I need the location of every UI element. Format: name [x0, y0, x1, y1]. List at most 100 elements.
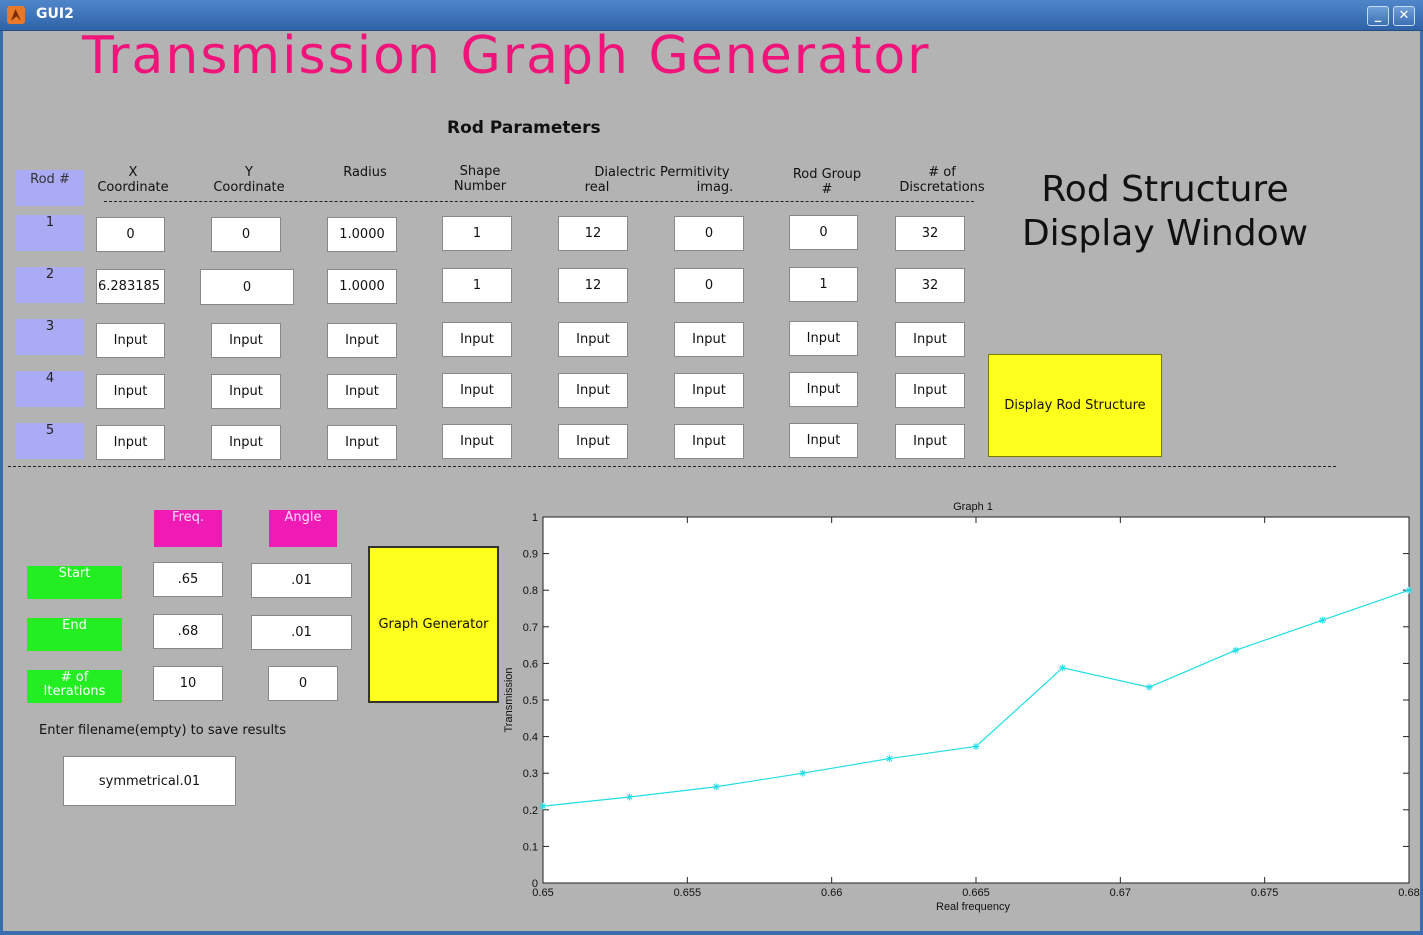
minimize-button[interactable]: _ — [1367, 6, 1389, 26]
group-header-line2: # — [821, 182, 833, 197]
window-frame — [0, 31, 1423, 935]
filename-input[interactable]: symmetrical.01 — [63, 756, 236, 806]
angle-start-input[interactable]: .01 — [251, 563, 352, 598]
disc-header-line2: Discretations — [899, 180, 985, 195]
rod4-radius-input[interactable]: Input — [327, 374, 397, 409]
y-coordinate-header: Y Coordinate — [211, 165, 287, 195]
save-filename-label: Enter filename(empty) to save results — [39, 723, 286, 738]
rod4-imag-input[interactable]: Input — [674, 373, 744, 408]
rod4-disc-input[interactable]: Input — [895, 373, 965, 408]
rod2-x-input[interactable]: 6.283185 — [96, 269, 165, 304]
plot-ticks: 0.65 0.655 0.66 0.665 0.67 0.675 0.68 0 0.1 0.2 0.… — [523, 512, 1420, 899]
rod5-radius-input[interactable]: Input — [327, 425, 397, 460]
data-point-marker — [539, 802, 547, 810]
angle-label: Angle — [269, 510, 337, 547]
shape-header-line1: Shape — [459, 164, 501, 179]
rod3-group-input[interactable]: Input — [789, 321, 858, 356]
rod1-real-input[interactable]: 12 — [558, 216, 628, 251]
rod3-imag-input[interactable]: Input — [674, 322, 744, 357]
section-divider — [8, 466, 1336, 467]
rod2-imag-input[interactable]: 0 — [674, 268, 744, 303]
rod5-x-input[interactable]: Input — [96, 425, 165, 460]
y-tick-label: 0.1 — [523, 841, 538, 853]
rod4-y-input[interactable]: Input — [211, 374, 281, 409]
iterations-label-line1: # of — [60, 670, 89, 685]
rod2-radius-input[interactable]: 1.0000 — [327, 269, 397, 304]
iterations-label: # of Iterations — [27, 670, 122, 703]
rod2-group-input[interactable]: 1 — [789, 267, 858, 302]
start-label: Start — [27, 566, 122, 599]
graph-title: Graph 1 — [953, 501, 993, 513]
y-tick-label: 0.8 — [523, 585, 538, 597]
rod4-shape-input[interactable]: Input — [442, 373, 512, 408]
rod3-real-input[interactable]: Input — [558, 322, 628, 357]
rod3-radius-input[interactable]: Input — [327, 323, 397, 358]
rod1-shape-input[interactable]: 1 — [442, 216, 512, 251]
freq-label: Freq. — [154, 510, 222, 547]
y-tick-label: 0.2 — [523, 805, 538, 817]
freq-end-input[interactable]: .68 — [153, 614, 223, 649]
rod1-group-input[interactable]: 0 — [789, 215, 858, 250]
graph-generator-button[interactable]: Graph Generator — [368, 546, 499, 703]
x-header-line1: X — [128, 165, 138, 180]
header-divider — [104, 201, 974, 202]
rod1-imag-input[interactable]: 0 — [674, 216, 744, 251]
freq-iterations-input[interactable]: 10 — [153, 666, 223, 701]
rod3-disc-input[interactable]: Input — [895, 322, 965, 357]
rod2-shape-input[interactable]: 1 — [442, 268, 512, 303]
iterations-label-line2: Iterations — [43, 684, 106, 699]
rod5-real-input[interactable]: Input — [558, 424, 628, 459]
plot-series — [539, 586, 1413, 810]
angle-iterations-input[interactable]: 0 — [268, 666, 338, 701]
radius-header: Radius — [343, 165, 387, 180]
data-point-marker — [712, 783, 720, 791]
rod1-radius-input[interactable]: 1.0000 — [327, 217, 397, 252]
end-label: End — [27, 618, 122, 651]
rod5-y-input[interactable]: Input — [211, 425, 281, 460]
rod4-real-input[interactable]: Input — [558, 373, 628, 408]
transmission-graph: Graph 1 0.65 0.655 0.66 0.665 0.67 0.675 0.680… — [503, 501, 1420, 913]
rod-parameters-title: Rod Parameters — [447, 118, 601, 138]
rod5-group-input[interactable]: Input — [789, 423, 858, 458]
rod3-y-input[interactable]: Input — [211, 323, 281, 358]
permitivity-real-header: real — [584, 180, 610, 195]
y-header-line2: Coordinate — [213, 180, 285, 195]
plot-area — [542, 516, 1410, 884]
rod-number-header: Rod # — [16, 170, 84, 206]
rod1-disc-input[interactable]: 32 — [895, 216, 965, 251]
matlab-icon — [7, 6, 25, 24]
shape-header-line2: Number — [453, 179, 507, 194]
display-rod-structure-button[interactable]: Display Rod Structure — [988, 354, 1162, 457]
close-button[interactable]: ✕ — [1393, 6, 1415, 26]
x-coordinate-header: X Coordinate — [96, 165, 170, 195]
y-tick-label: 1 — [532, 512, 538, 524]
angle-end-input[interactable]: .01 — [251, 615, 352, 650]
rod2-real-input[interactable]: 12 — [558, 268, 628, 303]
rod1-y-input[interactable]: 0 — [211, 217, 281, 252]
data-point-marker — [1145, 683, 1153, 691]
y-tick-label: 0.5 — [523, 695, 538, 707]
rod3-shape-input[interactable]: Input — [442, 322, 512, 357]
rod2-disc-input[interactable]: 32 — [895, 268, 965, 303]
x-tick-label: 0.665 — [962, 887, 990, 899]
rod-structure-display-title: Rod Structure Display Window — [1010, 168, 1320, 256]
rod3-x-input[interactable]: Input — [96, 323, 165, 358]
rod4-x-input[interactable]: Input — [96, 374, 165, 409]
rod1-x-input[interactable]: 0 — [96, 217, 165, 252]
rod2-y-input[interactable]: 0 — [200, 269, 294, 305]
x-axis-label: Real frequency — [936, 901, 1010, 913]
data-point-marker — [626, 793, 634, 801]
data-point-marker — [1232, 646, 1240, 654]
app-title: Transmission Graph Generator — [82, 26, 931, 86]
x-tick-label: 0.67 — [1110, 887, 1131, 899]
rod4-group-input[interactable]: Input — [789, 372, 858, 407]
freq-start-input[interactable]: .65 — [153, 562, 223, 597]
data-point-marker — [1405, 586, 1413, 594]
rod-display-title-line2: Display Window — [1021, 213, 1309, 254]
rod5-imag-input[interactable]: Input — [674, 424, 744, 459]
rod5-shape-input[interactable]: Input — [442, 424, 512, 459]
permitivity-header: Dialectric Permitivity — [594, 165, 730, 180]
rod5-disc-input[interactable]: Input — [895, 424, 965, 459]
rod-label-4: 4 — [16, 371, 84, 407]
data-point-marker — [972, 742, 980, 750]
